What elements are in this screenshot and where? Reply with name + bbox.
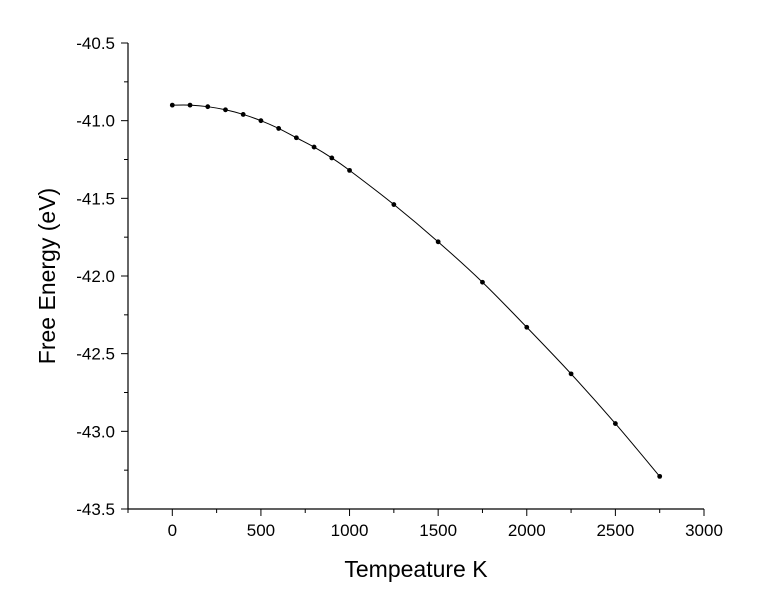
data-point — [293, 135, 299, 141]
y-tick-label: -40.5 — [76, 34, 115, 53]
y-axis-title: Free Energy (eV) — [34, 188, 60, 364]
x-tick-label: 2500 — [596, 521, 634, 540]
data-point — [329, 155, 335, 161]
y-tick-label: -43.5 — [76, 500, 115, 519]
y-tick-label: -42.5 — [76, 345, 115, 364]
data-point — [612, 421, 618, 426]
x-tick-label: 1000 — [331, 521, 369, 540]
y-tick-label: -42.0 — [76, 267, 115, 286]
x-axis-title: Tempeature K — [344, 556, 488, 582]
x-tick-label: 500 — [247, 521, 275, 540]
data-point — [568, 371, 574, 377]
data-point — [480, 279, 485, 285]
data-point — [205, 104, 211, 110]
y-tick-label: -41.5 — [76, 189, 115, 208]
data-point — [258, 118, 264, 124]
data-point — [347, 167, 352, 173]
y-tick-label: -43.0 — [76, 422, 115, 441]
x-tick-label: 2000 — [508, 521, 546, 540]
data-point — [240, 112, 246, 117]
data-point — [657, 473, 663, 479]
data-point — [276, 126, 282, 131]
data-point — [435, 239, 441, 245]
x-tick-label: 3000 — [685, 521, 723, 540]
x-tick-label: 1500 — [419, 521, 457, 540]
data-point — [169, 102, 175, 108]
data-point — [391, 202, 397, 207]
y-tick-label: -41.0 — [76, 112, 115, 131]
data-point — [524, 324, 530, 330]
series-layer — [169, 102, 663, 479]
data-point — [187, 102, 193, 108]
data-point — [223, 107, 228, 113]
data-point — [311, 144, 317, 150]
x-tick-label: 0 — [168, 521, 177, 540]
axes: 0 500 1000 1500 2000 2500 3000 -40.5 -41.0 -41.5 -… — [76, 34, 723, 540]
series-line — [172, 104, 661, 477]
